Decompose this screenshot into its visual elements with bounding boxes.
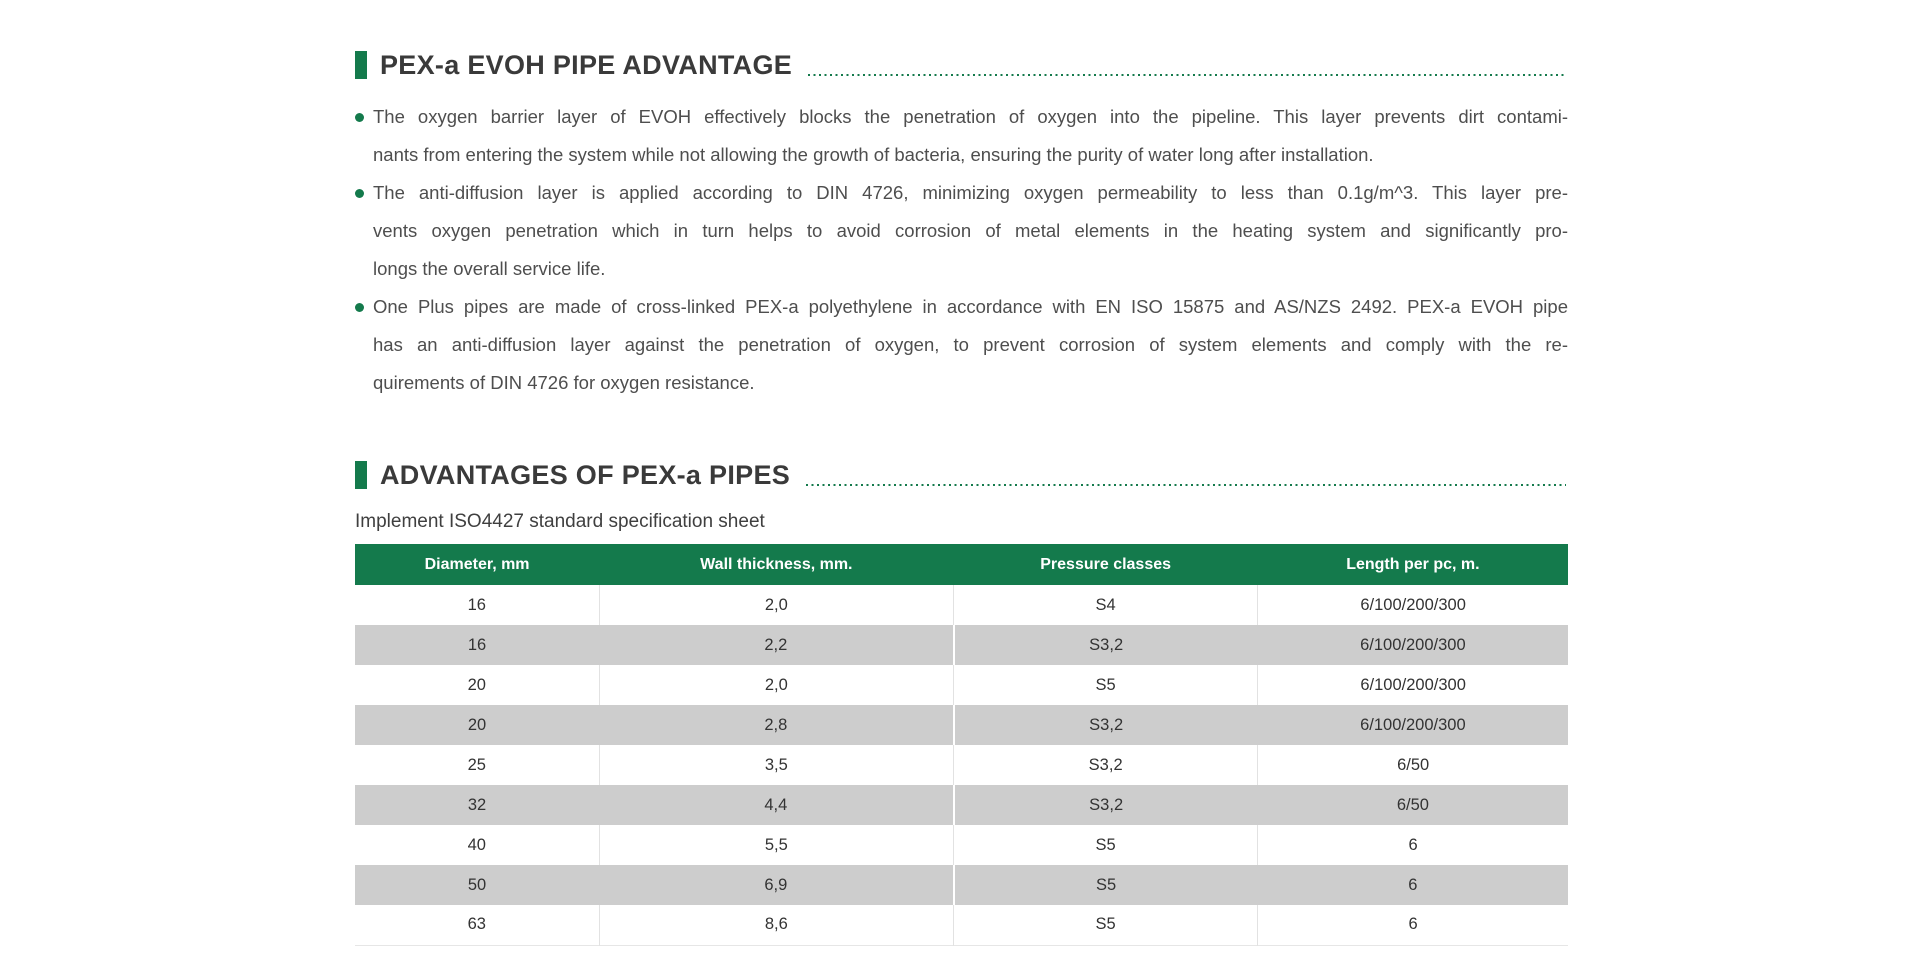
bullet-text-line: vents oxygen penetration which in turn h… xyxy=(373,220,1568,241)
bullet-icon xyxy=(355,113,364,122)
bullet-text-line: longs the overall service life. xyxy=(373,258,606,279)
bullet-icon xyxy=(355,303,364,312)
table-cell: 40 xyxy=(355,825,600,865)
table-row: 32 4,4 S3,2 6/50 xyxy=(355,785,1568,825)
advantage-bullet-list: The oxygen barrier layer of EVOH effecti… xyxy=(355,98,1568,402)
dotted-leader-line xyxy=(806,484,1566,486)
bullet-item: The anti-diffusion layer is applied acco… xyxy=(355,174,1568,288)
table-row: 40 5,5 S5 6 xyxy=(355,825,1568,865)
pipe-spec-table: Diameter, mm Wall thickness, mm. Pressur… xyxy=(355,544,1568,946)
table-cell: 2,0 xyxy=(599,665,955,705)
table-header-row: Diameter, mm Wall thickness, mm. Pressur… xyxy=(355,544,1568,585)
table-cell: 50 xyxy=(355,865,600,905)
table-cell: 6/100/200/300 xyxy=(1257,625,1568,665)
bullet-icon xyxy=(355,189,364,198)
table-cell: 63 xyxy=(355,905,600,945)
table-row: 20 2,0 S5 6/100/200/300 xyxy=(355,665,1568,705)
table-row: 63 8,6 S5 6 xyxy=(355,905,1568,945)
table-cell: 32 xyxy=(355,785,600,825)
table-cell: 6/50 xyxy=(1257,785,1568,825)
bullet-text-line: One Plus pipes are made of cross-linked … xyxy=(373,296,1568,317)
table-body: 16 2,0 S4 6/100/200/300 16 2,2 S3,2 6/100/200/3… xyxy=(355,585,1568,945)
table-cell: 6 xyxy=(1257,905,1568,945)
table-cell: 16 xyxy=(355,585,600,625)
table-cell: 6 xyxy=(1257,865,1568,905)
table-cell: S3,2 xyxy=(953,625,1258,665)
bullet-text-line: The anti-diffusion layer is applied acco… xyxy=(373,182,1568,203)
bullet-text-line: The oxygen barrier layer of EVOH effecti… xyxy=(373,106,1568,127)
table-cell: S5 xyxy=(953,865,1258,905)
table-cell: 16 xyxy=(355,625,600,665)
table-cell: S3,2 xyxy=(953,705,1258,745)
table-cell: S4 xyxy=(953,585,1259,625)
table-cell: S5 xyxy=(953,665,1259,705)
table-cell: 2,8 xyxy=(599,705,955,745)
table-cell: 6 xyxy=(1257,825,1568,865)
table-caption: Implement ISO4427 standard specification… xyxy=(355,511,765,532)
table-row: 25 3,5 S3,2 6/50 xyxy=(355,745,1568,785)
bullet-item: One Plus pipes are made of cross-linked … xyxy=(355,288,1568,402)
table-cell: S3,2 xyxy=(953,745,1259,785)
table-cell: 6/100/200/300 xyxy=(1257,585,1568,625)
bullet-item: The oxygen barrier layer of EVOH effecti… xyxy=(355,98,1568,174)
table-header-cell: Length per pc, m. xyxy=(1257,544,1568,585)
table-cell: 3,5 xyxy=(599,745,955,785)
table-cell: S3,2 xyxy=(953,785,1258,825)
section-heading-evoh-advantage: PEX-a EVOH PIPE ADVANTAGE xyxy=(355,45,1568,85)
table-cell: S5 xyxy=(953,905,1259,945)
table-cell: 6,9 xyxy=(599,865,955,905)
page-content: PEX-a EVOH PIPE ADVANTAGE The oxygen bar… xyxy=(355,0,1568,946)
section-heading-pexa-pipes: ADVANTAGES OF PEX-a PIPES xyxy=(355,455,1568,495)
table-cell: 8,6 xyxy=(599,905,955,945)
table-cell: 6/100/200/300 xyxy=(1257,705,1568,745)
bullet-text-line: quirements of DIN 4726 for oxygen resist… xyxy=(373,372,755,393)
table-cell: 5,5 xyxy=(599,825,955,865)
heading-accent-bar xyxy=(355,51,367,79)
heading-accent-bar xyxy=(355,461,367,489)
dotted-leader-line xyxy=(808,74,1566,76)
bullet-text-line: has an anti-diffusion layer against the … xyxy=(373,334,1568,355)
table-cell: 20 xyxy=(355,705,600,745)
table-header-cell: Wall thickness, mm. xyxy=(599,544,954,585)
table-cell: 6/100/200/300 xyxy=(1257,665,1568,705)
section-title: PEX-a EVOH PIPE ADVANTAGE xyxy=(380,49,793,80)
table-row: 16 2,2 S3,2 6/100/200/300 xyxy=(355,625,1568,665)
table-cell: 2,2 xyxy=(599,625,955,665)
table-row: 16 2,0 S4 6/100/200/300 xyxy=(355,585,1568,625)
table-header-cell: Diameter, mm xyxy=(355,544,600,585)
section-title: ADVANTAGES OF PEX-a PIPES xyxy=(380,459,791,490)
table-cell: S5 xyxy=(953,825,1259,865)
table-cell: 2,0 xyxy=(599,585,955,625)
table-row: 50 6,9 S5 6 xyxy=(355,865,1568,905)
table-cell: 4,4 xyxy=(599,785,955,825)
table-cell: 6/50 xyxy=(1257,745,1568,785)
table-header-cell: Pressure classes xyxy=(953,544,1258,585)
table-cell: 20 xyxy=(355,665,600,705)
table-row: 20 2,8 S3,2 6/100/200/300 xyxy=(355,705,1568,745)
table-cell: 25 xyxy=(355,745,600,785)
bullet-text-line: nants from entering the system while not… xyxy=(373,144,1374,165)
